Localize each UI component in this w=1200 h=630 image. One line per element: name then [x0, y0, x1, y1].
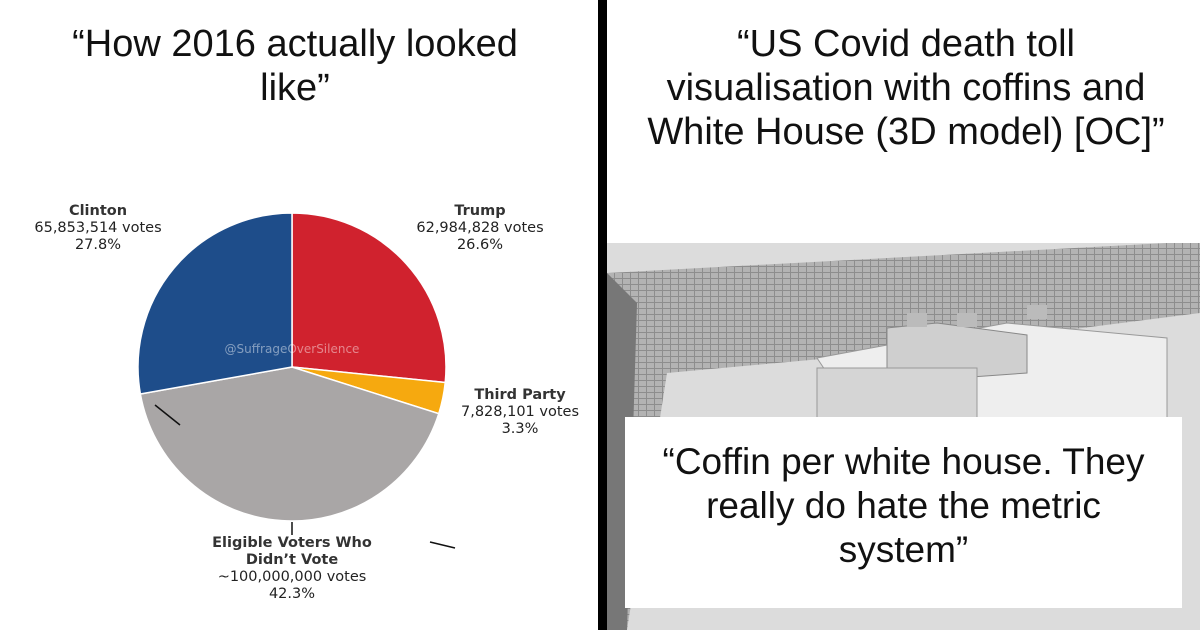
slice-name: Clinton [68, 203, 128, 219]
leader-line [429, 541, 456, 549]
vote-count: ~100,000,000 votes [217, 569, 367, 585]
label: Trump 62,984,828 votes 26.6% [400, 203, 560, 254]
pie-slice [139, 366, 440, 522]
slice-name: Third Party [474, 387, 566, 403]
watermark: @SuffrageOverSilence [225, 342, 360, 356]
slice-name: Eligible Voters Who Didn’t Vote [212, 535, 372, 568]
leader-line [154, 404, 181, 426]
vote-count: 62,984,828 votes [416, 220, 544, 236]
slice-name: Trump [454, 203, 506, 219]
left-title: “How 2016 actually looked like” [72, 23, 518, 109]
vote-count: 7,828,101 votes [460, 404, 580, 420]
pie-chart: @SuffrageOverSilence [137, 212, 456, 549]
slice-percent: 27.8% [74, 237, 122, 253]
label: Clinton 65,853,514 votes 27.8% [18, 203, 178, 254]
slice-percent: 42.3% [268, 586, 316, 602]
right-title: “US Covid death toll visualisation with … [647, 23, 1165, 153]
pie-slice [291, 212, 447, 384]
label: Third Party 7,828,101 votes 3.3% [440, 387, 600, 438]
vote-count: 65,853,514 votes [34, 220, 162, 236]
slice-percent: 26.6% [456, 237, 504, 253]
label: Eligible Voters Who Didn’t Vote ~100,000,… [207, 535, 377, 603]
slice-percent: 3.3% [501, 421, 539, 437]
pie-slice [137, 212, 293, 395]
divider [598, 0, 607, 630]
caption-box [625, 417, 1182, 608]
right-caption: “Coffin per white house. They really do … [662, 441, 1145, 570]
